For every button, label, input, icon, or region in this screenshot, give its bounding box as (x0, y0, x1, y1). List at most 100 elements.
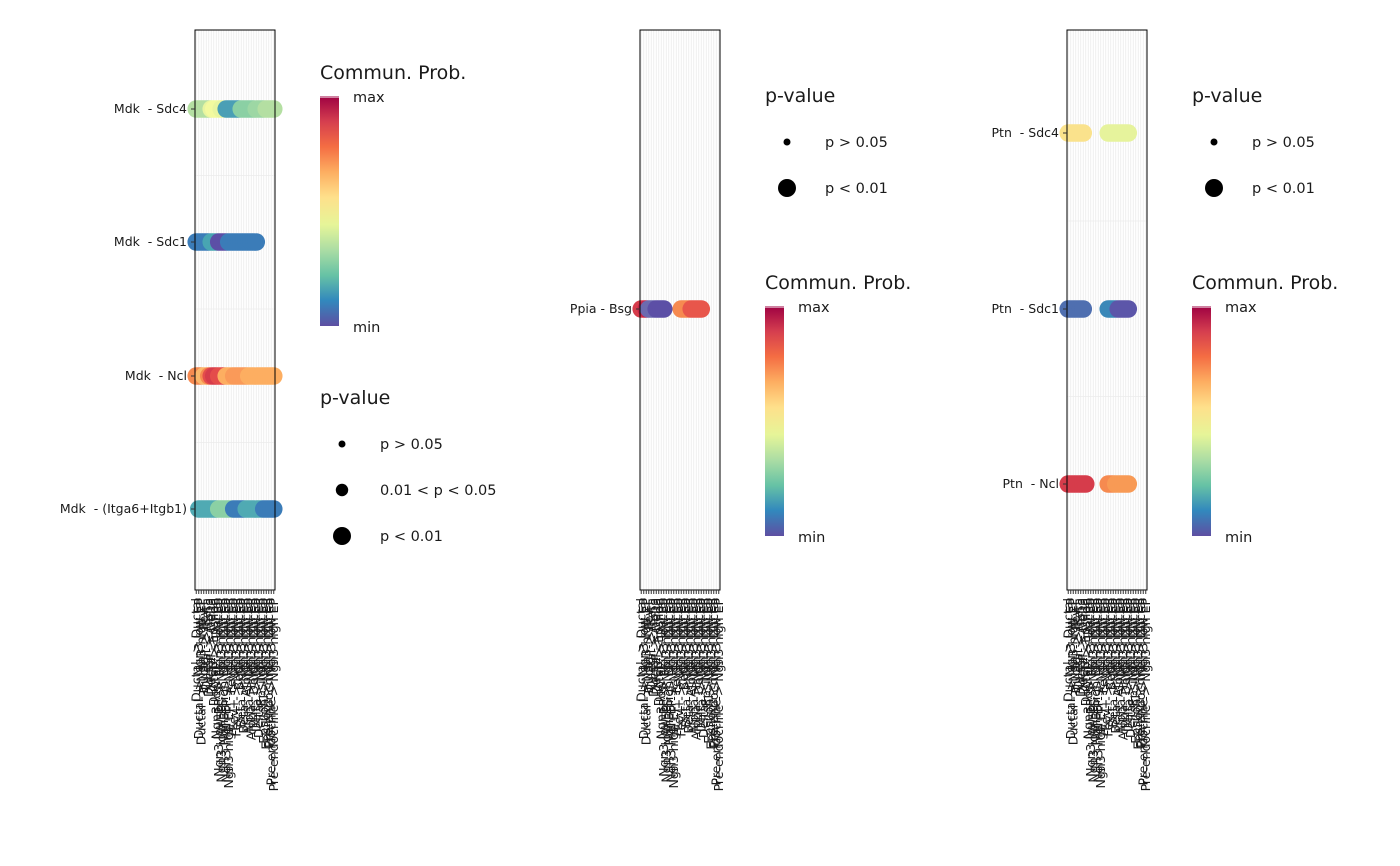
x-tick-label: Ductal -> Ngn3 low EP (1063, 598, 1078, 740)
x-tick-label: Ngn3 high EP -> Ductal (1088, 598, 1103, 745)
x-tick-label: Pre-endocrine -> Ngn3 low EP (263, 598, 278, 786)
x-tick-label: Ngn3 low EP -> Ductal (653, 598, 668, 739)
data-point (264, 367, 283, 385)
color-legend-max-label: max (798, 300, 830, 316)
data-point (264, 500, 283, 518)
size-legend-label: p > 0.05 (380, 437, 443, 453)
color-legend-title: Commun. Prob. (1192, 272, 1338, 294)
x-tick-label: Ductal -> Epsilon (651, 598, 666, 706)
x-tick-label: Beta -> Ngn3 low EP (678, 598, 693, 728)
x-tick-label: Alpha -> Ngn3 high EP (243, 598, 258, 741)
data-point (247, 233, 266, 251)
x-tick-label: Ductal -> Ductal (1060, 598, 1075, 702)
x-tick-label: Fev+ -> Ductal (1095, 598, 1110, 693)
x-tick-label: Ductal -> Alpha (201, 598, 216, 697)
x-tick-label: Ngn3 low EP -> Ductal (208, 598, 223, 739)
x-tick-label: Alpha -> Ductal (683, 598, 698, 697)
x-tick-label: Fev+ -> Ductal (223, 598, 238, 693)
x-tick-label: Pre-endocrine -> Ngn3 low EP (1135, 598, 1150, 786)
size-legend-title: p-value (765, 85, 835, 107)
x-tick-label: Ductal -> Ngn3 high EP (638, 598, 653, 746)
size-legend-dot (778, 179, 796, 197)
x-tick-label: Ductal -> Delta (1075, 598, 1090, 695)
x-tick-label: Ductal -> Beta (643, 598, 658, 690)
y-tick-label: Mdk - Sdc1 (114, 234, 187, 249)
color-legend-title: Commun. Prob. (765, 272, 911, 294)
x-tick-label: Ngn3 low EP -> Ngn3 high EP (658, 598, 673, 783)
color-legend-bar (1192, 306, 1211, 536)
data-point (1119, 475, 1138, 493)
x-tick-label: Pre-endocrine -> Ngn3 low EP (708, 598, 723, 786)
x-tick-label: Alpha -> Ngn3 low EP (241, 598, 256, 735)
data-point (1119, 300, 1138, 318)
y-tick-label: Mdk - (Itga6+Itgb1) (60, 501, 187, 516)
x-tick-label: Beta -> Ductal (1103, 598, 1118, 690)
y-tick-label: Ptn - Sdc1 (992, 301, 1060, 316)
x-tick-label: Ductal -> Epsilon (206, 598, 221, 706)
x-tick-label: Epsilon -> Ngn3 low EP (256, 598, 271, 744)
x-tick-label: Pre-endocrine -> Ductal (1133, 598, 1148, 748)
x-tick-label: Ngn3 low EP -> Ductal (1080, 598, 1095, 739)
data-point (264, 100, 283, 118)
x-tick-label: Ductal -> Ngn3 low EP (636, 598, 651, 740)
x-tick-label: Beta -> Ngn3 high EP (236, 598, 251, 734)
y-tick-label: Mdk - Ncl (125, 368, 187, 383)
x-tick-label: Epsilon -> Ngn3 low EP (701, 598, 716, 744)
x-tick-label: Fev+ -> Ductal (668, 598, 683, 693)
size-legend-dot (1205, 179, 1223, 197)
x-tick-label: Ductal -> Ductal (633, 598, 648, 702)
x-tick-label: Ductal -> Alpha (1073, 598, 1088, 697)
size-legend-label: 0.01 < p < 0.05 (380, 483, 497, 499)
x-tick-label: Ngn3 low EP -> Ngn3 low EP (211, 598, 226, 777)
x-tick-label: Ngn3 high EP -> Ngn3 low EP (218, 598, 233, 783)
x-tick-label: Pre-endocrine -> Ductal (261, 598, 276, 748)
x-tick-label: Ductal -> Ductal (188, 598, 203, 702)
color-legend-bar (765, 306, 784, 536)
data-point (1076, 475, 1095, 493)
x-tick-label: Ngn3 high EP -> Ductal (661, 598, 676, 745)
x-tick-label: Beta -> Ngn3 high EP (1108, 598, 1123, 734)
x-tick-label: Delta -> Ductal (1118, 598, 1133, 695)
x-tick-label: Delta -> Ngn3 low EP (693, 598, 708, 733)
x-tick-label: Ductal -> Delta (203, 598, 218, 695)
x-tick-label: Ngn3 low EP -> Ngn3 high EP (213, 598, 228, 783)
x-tick-label: Delta -> Ngn3 low EP (248, 598, 263, 733)
x-tick-label: Alpha -> Ngn3 low EP (1113, 598, 1128, 735)
size-legend-label: p < 0.01 (380, 529, 443, 545)
color-legend-title: Commun. Prob. (320, 62, 466, 84)
x-tick-label: Epsilon -> Ductal (1125, 598, 1140, 706)
x-tick-label: Ductal -> Ngn3 high EP (193, 598, 208, 746)
x-tick-label: Ductal -> Beta (198, 598, 213, 690)
x-tick-label: Ductal -> Fev+ (196, 598, 211, 693)
y-tick-label: Ppia - Bsg (570, 301, 632, 316)
x-tick-label: Alpha -> Ductal (238, 598, 253, 697)
x-tick-label: Ngn3 high EP -> Ngn3 low EP (663, 598, 678, 783)
plot-frame (1066, 29, 1148, 591)
x-tick-label: Epsilon -> Ngn3 high EP (1130, 598, 1145, 750)
data-point (1074, 300, 1093, 318)
x-tick-label: Ductal -> Ngn3 low EP (191, 598, 206, 740)
x-tick-label: Ductal -> Fev+ (1068, 598, 1083, 693)
size-legend-dot (335, 483, 349, 497)
size-legend-dot (1210, 138, 1218, 146)
size-legend-label: p > 0.05 (1252, 135, 1315, 151)
size-legend-dot (783, 138, 791, 146)
x-tick-label: Ngn3 high EP -> Ngn3 high EP (666, 598, 681, 789)
x-tick-label: Beta -> Ngn3 low EP (233, 598, 248, 728)
x-tick-label: Ductal -> Ngn3 high EP (1065, 598, 1080, 746)
x-tick-label: Fev+ -> Ngn3 low EP (1098, 598, 1113, 731)
x-tick-label: Fev+ -> Ngn3 high EP (1100, 598, 1115, 737)
x-tick-label: Ductal -> Delta (648, 598, 663, 695)
x-tick-label: Pre-endocrine -> Ngn3 high EP (711, 598, 726, 792)
y-tick-label: Ptn - Sdc4 (992, 125, 1060, 140)
color-legend-min-label: min (798, 530, 825, 546)
plot-frame (639, 29, 721, 591)
size-legend-label: p > 0.05 (825, 135, 888, 151)
color-legend-bar (320, 96, 339, 326)
color-legend-max-label: max (353, 90, 385, 106)
x-tick-label: Pre-endocrine -> Ductal (706, 598, 721, 748)
data-point (692, 300, 711, 318)
x-tick-label: Fev+ -> Ngn3 high EP (673, 598, 688, 737)
x-tick-label: Fev+ -> Ngn3 low EP (226, 598, 241, 731)
